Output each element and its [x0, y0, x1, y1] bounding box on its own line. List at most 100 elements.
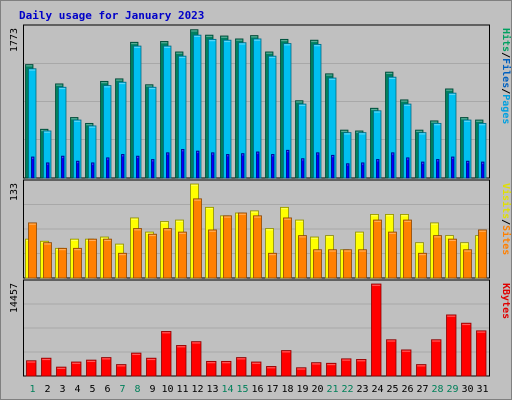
bar-kbytes	[56, 366, 67, 377]
bar-kbytes	[41, 357, 52, 377]
bar-kbytes	[446, 314, 457, 377]
bar-sites	[58, 247, 67, 279]
bar-kbytes	[401, 349, 412, 377]
bar-sites	[283, 217, 292, 279]
bar-pages	[436, 159, 440, 179]
bar-kbytes	[101, 357, 112, 377]
bar-kbytes	[281, 350, 292, 377]
legend-entry: /	[500, 88, 511, 94]
bar-pages	[91, 162, 95, 179]
bar-pages	[331, 154, 335, 179]
bar-pages	[406, 157, 410, 179]
panel-visits: 133 Visits/Sites	[9, 179, 512, 279]
bar-sites	[373, 219, 382, 279]
bar-pages	[46, 162, 50, 179]
bar-sites	[73, 247, 82, 279]
panel-kbytes-ymax-label: 14457	[9, 283, 20, 313]
bar-sites	[238, 212, 247, 279]
bar-sites	[148, 233, 157, 279]
bar-kbytes	[371, 283, 382, 377]
bar-pages	[376, 159, 380, 179]
bar-sites	[388, 231, 397, 279]
bar-sites	[88, 238, 97, 279]
bar-pages	[466, 160, 470, 179]
bar-pages	[256, 151, 260, 179]
bar-sites	[133, 228, 142, 279]
day-label: 15	[236, 384, 248, 395]
bar-kbytes	[416, 364, 427, 377]
bar-pages	[316, 152, 320, 179]
bar-sites	[178, 231, 187, 279]
bar-kbytes	[71, 361, 82, 377]
bar-sites	[463, 249, 472, 279]
bar-sites	[28, 222, 37, 279]
bar-sites	[43, 242, 52, 279]
bar-sites	[448, 238, 457, 279]
bar-pages	[391, 152, 395, 179]
day-labels: 1 2 3 4 5 6 7 8 9 10 11 12 13 14 15 16 17 18 19 20 21 22 23 24 2…	[29, 384, 488, 395]
day-label: 13	[206, 384, 218, 395]
bar-pages	[226, 154, 230, 179]
bar-kbytes	[131, 352, 142, 377]
bar-kbytes	[311, 362, 322, 377]
bar-pages	[421, 161, 425, 179]
bar-kbytes	[176, 345, 187, 377]
day-label: 14	[221, 384, 233, 395]
legend-entry: /	[500, 219, 511, 225]
bar-sites	[193, 198, 202, 279]
bar-kbytes	[116, 364, 127, 377]
day-label: 27	[416, 384, 428, 395]
bar-pages	[181, 149, 185, 179]
bar-sites	[328, 249, 337, 279]
day-label: 17	[266, 384, 278, 395]
bar-pages	[106, 157, 110, 179]
legend-entry: Files	[500, 58, 512, 88]
bar-pages	[121, 154, 125, 179]
legend-entry: Pages	[500, 94, 511, 124]
bar-sites	[223, 215, 232, 279]
panel-visits-ymax-label: 133	[9, 183, 20, 201]
chart-title: Daily usage for January 2023	[19, 9, 204, 22]
day-label: 7	[119, 384, 125, 395]
bar-pages	[346, 163, 350, 179]
bar-kbytes	[161, 331, 172, 377]
bar-pages	[166, 152, 170, 179]
bar-pages	[136, 155, 140, 179]
bar-pages	[196, 150, 200, 179]
bar-kbytes	[341, 358, 352, 377]
bar-pages	[211, 152, 215, 179]
day-label: 18	[281, 384, 293, 395]
day-label: 26	[401, 384, 413, 395]
bar-kbytes	[461, 322, 472, 377]
day-label: 11	[176, 384, 188, 395]
bar-sites	[298, 235, 307, 279]
bar-kbytes	[206, 360, 217, 377]
bar-pages	[481, 161, 485, 179]
day-label: 16	[251, 384, 263, 395]
bar-kbytes	[251, 361, 262, 377]
legend-entry: Visits	[500, 183, 512, 219]
bar-pages	[301, 158, 305, 179]
day-label: 21	[326, 384, 338, 395]
bar-sites	[313, 249, 322, 279]
day-label: 6	[104, 384, 110, 395]
day-label: 9	[149, 384, 155, 395]
legend-entry: Hits	[500, 28, 512, 52]
bar-pages	[31, 156, 35, 179]
bar-kbytes	[146, 357, 157, 377]
legend-entry: Sites	[500, 225, 512, 255]
bar-kbytes	[221, 360, 232, 377]
bar-pages	[286, 149, 290, 179]
bar-sites	[253, 215, 262, 279]
day-label: 19	[296, 384, 308, 395]
bar-kbytes	[431, 339, 442, 377]
bar-kbytes	[326, 362, 337, 377]
day-label: 22	[341, 384, 353, 395]
day-label: 28	[431, 384, 443, 395]
bar-pages	[271, 154, 275, 179]
day-label: 4	[74, 384, 80, 395]
bar-kbytes	[191, 341, 202, 377]
bar-sites	[163, 228, 172, 279]
